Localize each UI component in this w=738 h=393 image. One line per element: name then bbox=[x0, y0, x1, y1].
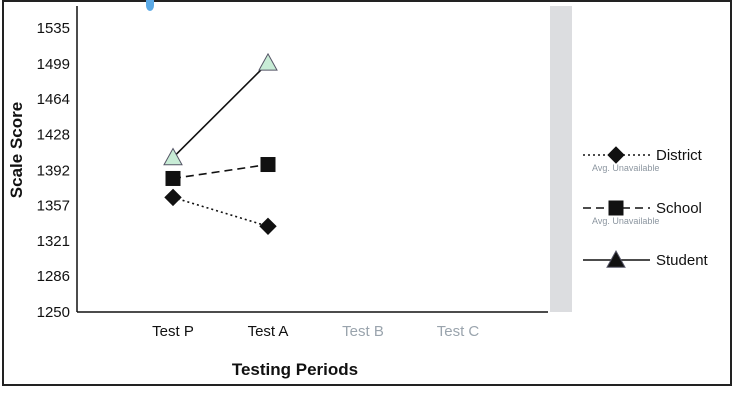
y-tick-label: 1392 bbox=[37, 162, 70, 179]
y-tick-label: 1321 bbox=[37, 233, 70, 250]
y-tick-label: 1428 bbox=[37, 127, 70, 144]
legend-school-marker bbox=[608, 200, 624, 216]
legend-school-label: School bbox=[656, 200, 702, 217]
school-data-point bbox=[165, 170, 181, 186]
y-tick-label: 1499 bbox=[37, 56, 70, 73]
school-data-point bbox=[260, 157, 276, 173]
legend-district-note: Avg. Unavailable bbox=[592, 163, 659, 173]
district-data-point bbox=[259, 217, 277, 236]
x-tick-label: Test P bbox=[152, 323, 194, 340]
y-tick-label: 1357 bbox=[37, 197, 70, 214]
legend-student-label: Student bbox=[656, 252, 709, 269]
plot-right-band bbox=[550, 6, 572, 312]
scroll-marker bbox=[146, 0, 154, 11]
y-tick-label: 1250 bbox=[37, 304, 70, 321]
x-tick-label: Test B bbox=[342, 323, 384, 340]
student-data-point bbox=[163, 147, 183, 166]
legend-student-marker bbox=[606, 249, 626, 268]
y-tick-label: 1464 bbox=[37, 91, 70, 108]
legend-school-note: Avg. Unavailable bbox=[592, 216, 659, 226]
y-axis-label: Scale Score bbox=[7, 102, 26, 198]
district-data-point bbox=[164, 188, 182, 207]
legend-district-marker bbox=[607, 146, 625, 164]
x-axis-label: Testing Periods bbox=[232, 360, 358, 379]
x-tick-label: Test A bbox=[248, 323, 289, 340]
y-tick-label: 1286 bbox=[37, 268, 70, 285]
legend-district-label: District bbox=[656, 147, 703, 164]
y-tick-label: 1535 bbox=[37, 20, 70, 37]
district-series-line bbox=[172, 196, 269, 228]
school-series-line bbox=[172, 163, 269, 180]
student-data-point bbox=[258, 52, 278, 71]
student-series-line bbox=[172, 62, 269, 159]
chart-frame bbox=[2, 0, 732, 386]
x-tick-label: Test C bbox=[437, 323, 480, 340]
